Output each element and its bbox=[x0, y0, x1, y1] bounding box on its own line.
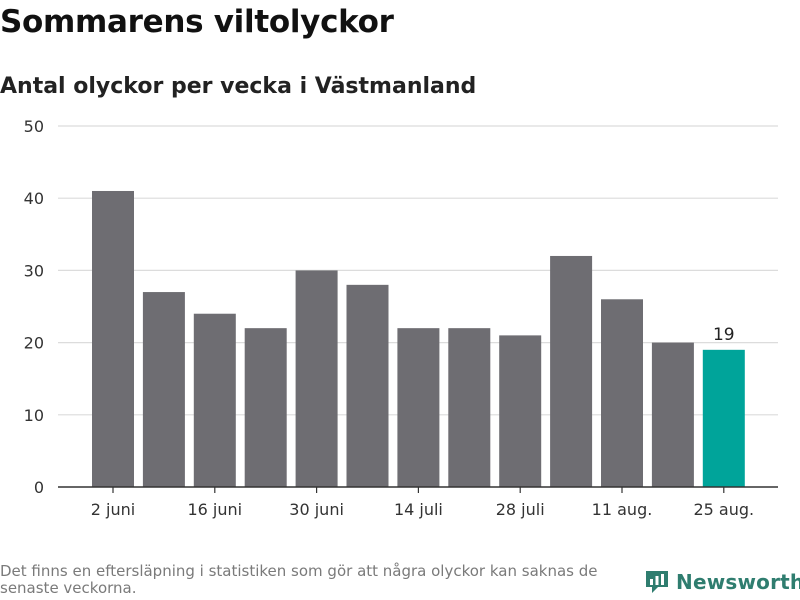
bars bbox=[92, 190, 745, 487]
x-tick-label: 11 aug. bbox=[592, 500, 653, 519]
y-tick-label: 40 bbox=[24, 189, 44, 208]
y-axis-tick-labels: 0 10 20 30 40 50 bbox=[24, 117, 44, 497]
y-tick-label: 10 bbox=[24, 406, 44, 425]
x-tick-label: 16 juni bbox=[187, 500, 242, 519]
x-axis: 2 juni 16 juni 30 juni 14 juli 28 juli 11 aug… bbox=[58, 486, 778, 519]
bar bbox=[702, 349, 745, 487]
y-tick-label: 50 bbox=[24, 117, 44, 136]
bar bbox=[448, 328, 491, 487]
bar bbox=[295, 270, 338, 487]
bar bbox=[142, 292, 185, 487]
bar bbox=[550, 255, 593, 487]
chart-title: Sommarens viltolyckor bbox=[0, 4, 394, 40]
bar bbox=[651, 342, 694, 487]
brand-name: Newsworthy bbox=[676, 570, 800, 594]
x-tick-label: 2 juni bbox=[91, 500, 135, 519]
bar bbox=[601, 299, 643, 487]
bar bbox=[499, 335, 542, 487]
bar-chart: 0 10 20 30 40 50 19 2 juni 16 juni 30 juni 14 ju… bbox=[24, 117, 778, 519]
newsworthy-logo-icon bbox=[646, 571, 668, 593]
chart-subtitle: Antal olyckor per vecka i Västmanland bbox=[0, 74, 477, 99]
bar bbox=[244, 328, 287, 487]
data-label: 19 bbox=[713, 325, 735, 345]
brand-logo: Newsworthy bbox=[644, 568, 800, 596]
bar bbox=[92, 190, 134, 487]
x-tick-label: 30 juni bbox=[289, 500, 344, 519]
x-tick-label: 28 juli bbox=[496, 500, 545, 519]
y-tick-label: 0 bbox=[34, 478, 44, 497]
bar bbox=[193, 313, 236, 487]
x-tick-label: 14 juli bbox=[394, 500, 443, 519]
data-labels: 19 bbox=[713, 325, 735, 345]
y-tick-label: 20 bbox=[24, 334, 44, 353]
y-tick-label: 30 bbox=[24, 261, 44, 280]
x-tick-label: 25 aug. bbox=[693, 500, 754, 519]
bar bbox=[346, 284, 389, 487]
footnote: Det finns en eftersläpning i statistiken… bbox=[0, 562, 598, 597]
bar bbox=[397, 328, 440, 487]
